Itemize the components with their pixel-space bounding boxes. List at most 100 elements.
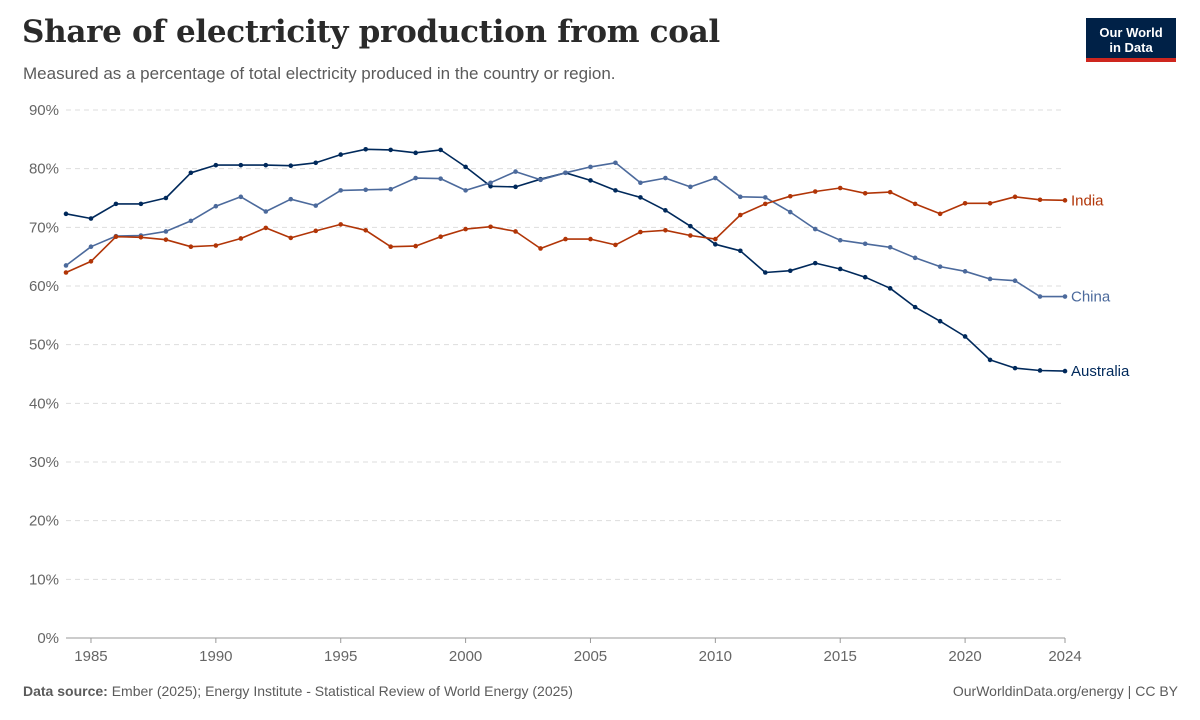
data-point[interactable] [113,234,119,240]
series-india[interactable] [63,185,1068,275]
data-point[interactable] [463,164,468,170]
data-point[interactable] [688,233,693,238]
series-line[interactable] [65,148,1066,372]
data-point[interactable] [887,286,893,291]
data-point[interactable] [588,164,593,170]
data-point[interactable] [363,147,369,152]
data-point[interactable] [288,196,294,202]
data-point[interactable] [812,189,818,194]
data-point[interactable] [63,211,69,217]
data-point[interactable] [937,211,943,217]
data-point[interactable] [313,228,319,234]
data-point[interactable] [238,194,244,200]
data-point[interactable] [812,226,818,232]
data-point[interactable] [663,175,668,181]
data-point[interactable] [887,244,893,250]
data-point[interactable] [663,208,668,213]
data-point[interactable] [63,263,69,268]
data-point[interactable] [763,201,768,207]
data-point[interactable] [688,184,693,190]
data-point[interactable] [638,229,643,235]
data-point[interactable] [738,248,743,254]
data-point[interactable] [63,270,69,275]
data-point[interactable] [812,260,818,266]
series-line[interactable] [65,162,1065,298]
data-point[interactable] [1062,294,1068,299]
data-point[interactable] [288,163,294,169]
data-point[interactable] [738,212,743,218]
data-point[interactable] [313,160,319,166]
data-point[interactable] [288,235,294,241]
data-point[interactable] [388,244,393,249]
data-point[interactable] [1037,368,1043,373]
data-point[interactable] [1012,194,1018,200]
data-point[interactable] [613,160,618,166]
data-point[interactable] [887,189,893,195]
data-point[interactable] [338,152,344,157]
data-point[interactable] [488,224,493,230]
data-point[interactable] [962,200,968,206]
data-point[interactable] [837,266,843,272]
data-point[interactable] [613,188,618,193]
series-china[interactable] [63,160,1068,299]
data-point[interactable] [313,203,319,208]
data-point[interactable] [263,162,269,168]
data-point[interactable] [88,216,94,221]
data-point[interactable] [713,236,718,242]
data-point[interactable] [1037,197,1043,203]
data-point[interactable] [438,234,443,240]
data-point[interactable] [862,241,868,247]
data-point[interactable] [912,201,918,207]
data-point[interactable] [688,223,693,229]
data-point[interactable] [1037,294,1043,299]
data-point[interactable] [263,225,269,231]
data-point[interactable] [88,259,94,264]
data-point[interactable] [937,264,943,269]
data-point[interactable] [738,194,743,200]
data-point[interactable] [638,195,643,200]
data-point[interactable] [962,334,968,339]
data-point[interactable] [787,209,793,215]
data-point[interactable] [213,243,219,248]
data-point[interactable] [663,227,668,233]
data-point[interactable] [588,236,593,242]
data-point[interactable] [163,237,169,242]
data-point[interactable] [213,162,219,168]
data-point[interactable] [837,185,843,191]
data-point[interactable] [188,244,194,249]
data-point[interactable] [1062,368,1068,374]
data-point[interactable] [513,184,518,190]
data-point[interactable] [338,188,344,193]
data-point[interactable] [438,147,443,153]
data-point[interactable] [413,150,418,156]
data-point[interactable] [163,229,169,234]
data-point[interactable] [163,195,169,201]
data-point[interactable] [1012,365,1018,371]
data-point[interactable] [138,235,144,240]
data-point[interactable] [763,270,768,275]
data-point[interactable] [962,269,968,274]
footer-link[interactable]: OurWorldinData.org/energy | CC BY [952,683,1178,699]
data-point[interactable] [438,176,443,181]
data-point[interactable] [363,227,369,233]
owid-logo[interactable]: Our World in Data [1086,18,1176,62]
data-point[interactable] [862,274,868,280]
data-point[interactable] [413,243,418,249]
series-label-india[interactable]: India [1071,192,1104,209]
data-point[interactable] [837,237,843,243]
data-point[interactable] [787,193,793,199]
data-point[interactable] [713,242,718,247]
data-point[interactable] [388,147,393,153]
data-point[interactable] [513,169,518,174]
series-label-china[interactable]: China [1071,289,1111,306]
data-point[interactable] [338,222,344,227]
data-point[interactable] [713,175,718,181]
data-point[interactable] [238,162,244,168]
data-point[interactable] [613,242,618,248]
data-point[interactable] [188,218,194,224]
data-point[interactable] [463,188,468,193]
data-point[interactable] [638,180,643,186]
data-point[interactable] [488,180,493,186]
data-point[interactable] [563,236,568,242]
data-point[interactable] [238,236,244,241]
